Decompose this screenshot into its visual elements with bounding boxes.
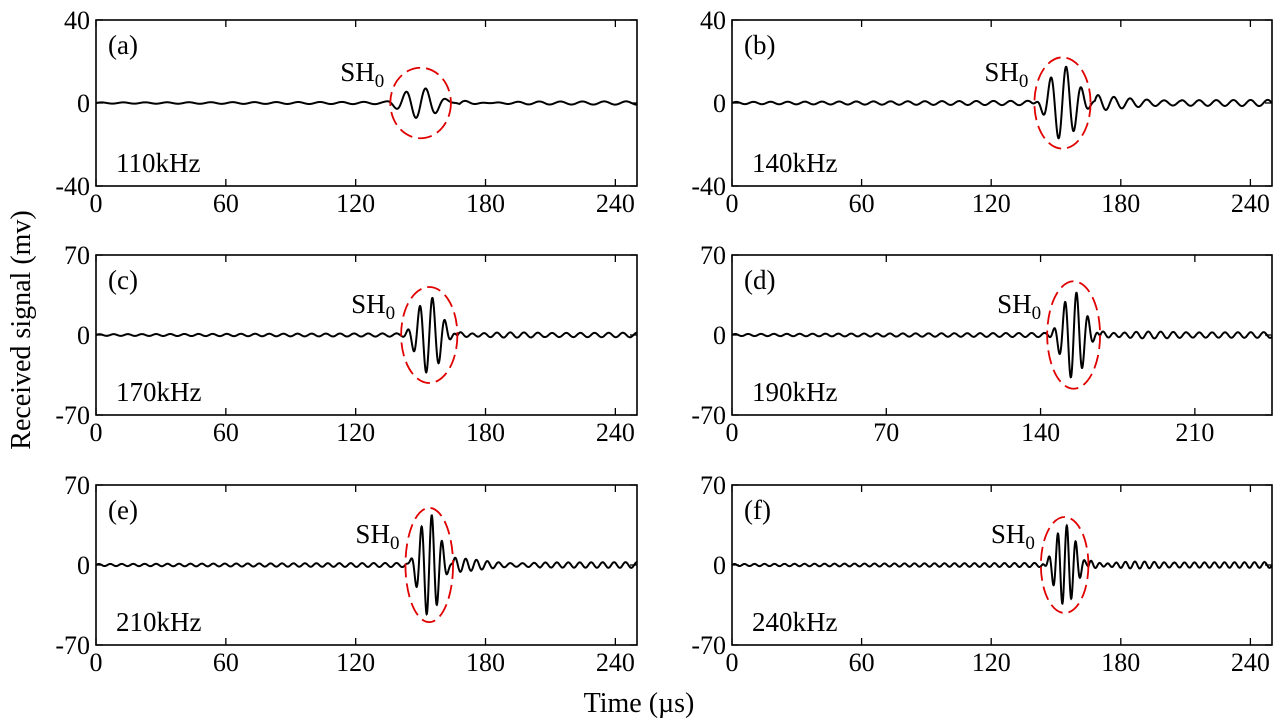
panel-label: (b) — [744, 30, 775, 60]
x-tick-label: 180 — [466, 189, 505, 218]
sh0-highlight-ellipse — [400, 286, 459, 384]
y-tick-label: -70 — [55, 631, 90, 660]
panel-label: (c) — [108, 265, 138, 295]
signal-series — [95, 514, 638, 616]
sh0-annotation: SH0 — [984, 57, 1028, 92]
sh0-highlight-ellipse — [1039, 516, 1090, 614]
x-tick-label: 180 — [466, 418, 505, 447]
y-tick-label: -70 — [55, 401, 90, 430]
signal-series — [95, 87, 637, 119]
frequency-label: 240kHz — [752, 607, 837, 637]
y-tick-label: -40 — [691, 172, 726, 201]
signal-series — [731, 65, 1273, 140]
x-tick-label: 0 — [726, 648, 739, 677]
y-tick-label: 70 — [64, 241, 90, 270]
x-tick-label: 240 — [596, 189, 635, 218]
x-tick-label: 180 — [1101, 648, 1140, 677]
y-tick-label: 40 — [64, 6, 90, 35]
frequency-label: 190kHz — [752, 377, 837, 407]
x-tick-label: 0 — [90, 418, 103, 447]
x-tick-label: 0 — [726, 189, 739, 218]
x-tick-label: 70 — [873, 418, 899, 447]
y-tick-label: -70 — [691, 631, 726, 660]
x-tick-label: 0 — [726, 418, 739, 447]
sh0-annotation: SH0 — [355, 519, 399, 554]
panel-label: (d) — [744, 265, 775, 295]
x-tick-label: 60 — [213, 418, 239, 447]
x-tick-label: 60 — [849, 648, 875, 677]
sh0-annotation: SH0 — [340, 57, 384, 92]
signal-series — [731, 291, 1273, 379]
panel-label: (a) — [108, 30, 138, 60]
x-tick-label: 60 — [213, 189, 239, 218]
frequency-label: 210kHz — [116, 607, 201, 637]
sh0-annotation: SH0 — [351, 289, 395, 324]
y-tick-label: 40 — [700, 6, 726, 35]
sh0-highlight-ellipse — [389, 66, 452, 140]
x-tick-label: 240 — [596, 418, 635, 447]
x-tick-label: 140 — [1021, 418, 1060, 447]
y-tick-label: 0 — [713, 551, 726, 580]
sh0-highlight-ellipse — [1046, 280, 1101, 390]
sh0-highlight-ellipse — [1033, 56, 1092, 150]
x-tick-label: 120 — [972, 648, 1011, 677]
x-tick-label: 0 — [90, 648, 103, 677]
frequency-label: 140kHz — [752, 148, 837, 178]
frequency-label: 170kHz — [116, 377, 201, 407]
x-tick-label: 60 — [213, 648, 239, 677]
sh0-highlight-ellipse — [404, 506, 454, 624]
y-tick-label: 0 — [713, 89, 726, 118]
x-tick-label: 0 — [90, 189, 103, 218]
y-tick-label: 0 — [713, 321, 726, 350]
x-tick-label: 120 — [336, 189, 375, 218]
y-axis-title: Received signal (mv) — [6, 210, 37, 449]
y-tick-label: -70 — [691, 401, 726, 430]
x-tick-label: 120 — [336, 648, 375, 677]
x-tick-label: 180 — [1101, 189, 1140, 218]
signal-series — [95, 296, 638, 374]
x-axis-title: Time (µs) — [584, 688, 695, 719]
frequency-label: 110kHz — [116, 148, 200, 178]
panel-label: (f) — [744, 495, 771, 525]
sh0-annotation: SH0 — [997, 289, 1041, 324]
y-tick-label: 70 — [700, 471, 726, 500]
signal-series — [731, 523, 1273, 606]
x-tick-label: 120 — [972, 189, 1011, 218]
y-tick-label: 70 — [64, 471, 90, 500]
x-tick-label: 240 — [1231, 189, 1270, 218]
y-tick-label: 0 — [77, 551, 90, 580]
x-tick-label: 120 — [336, 418, 375, 447]
y-tick-label: 0 — [77, 89, 90, 118]
sh0-annotation: SH0 — [991, 519, 1035, 554]
panel-label: (e) — [108, 495, 138, 525]
x-tick-label: 240 — [1231, 648, 1270, 677]
y-tick-label: -40 — [55, 172, 90, 201]
x-tick-label: 210 — [1175, 418, 1214, 447]
y-tick-label: 0 — [77, 321, 90, 350]
x-tick-label: 240 — [596, 648, 635, 677]
x-tick-label: 60 — [849, 189, 875, 218]
x-tick-label: 180 — [466, 648, 505, 677]
y-tick-label: 70 — [700, 241, 726, 270]
